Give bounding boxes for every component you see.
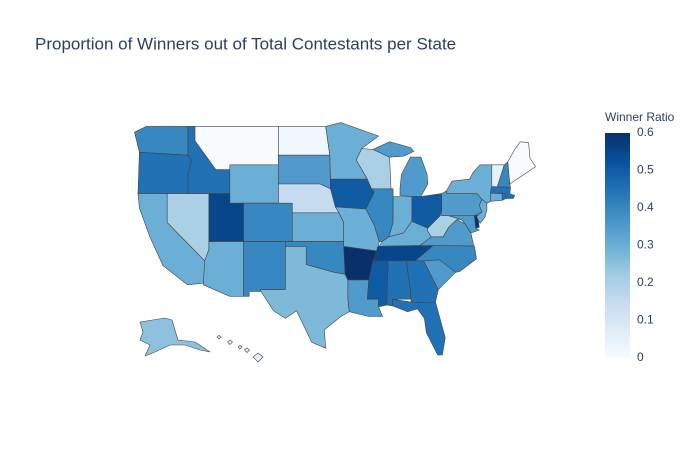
- colorbar-tick-label: 0.5: [637, 163, 654, 177]
- state: [139, 317, 211, 357]
- state: [229, 164, 279, 204]
- colorbar-tick-label: 0: [637, 350, 644, 364]
- colorbar-tick-label: 0.4: [637, 200, 654, 214]
- state: [367, 260, 389, 308]
- state: [292, 212, 344, 242]
- colorbar-tick-label: 0.3: [637, 238, 654, 252]
- state: [386, 260, 411, 307]
- colorbar-tick-label: 0.2: [637, 275, 654, 289]
- colorbar-tick-label: 0.1: [637, 313, 654, 327]
- state: [507, 141, 536, 185]
- map: [134, 122, 536, 363]
- state: [476, 199, 488, 224]
- state: [134, 126, 189, 156]
- state: [137, 152, 192, 194]
- state: [330, 178, 375, 210]
- colorbar-title: Winner Ratio: [605, 110, 675, 124]
- chart-title: Proportion of Winners out of Total Conte…: [35, 34, 456, 53]
- state: [216, 335, 264, 363]
- colorbar: [605, 133, 630, 358]
- state: [392, 298, 446, 356]
- state: [490, 192, 503, 202]
- state: [260, 246, 350, 349]
- colorbar-tick-label: 0.6: [637, 125, 654, 139]
- state: [441, 190, 483, 216]
- state: [278, 126, 331, 156]
- state: [243, 241, 286, 297]
- state: [243, 202, 293, 242]
